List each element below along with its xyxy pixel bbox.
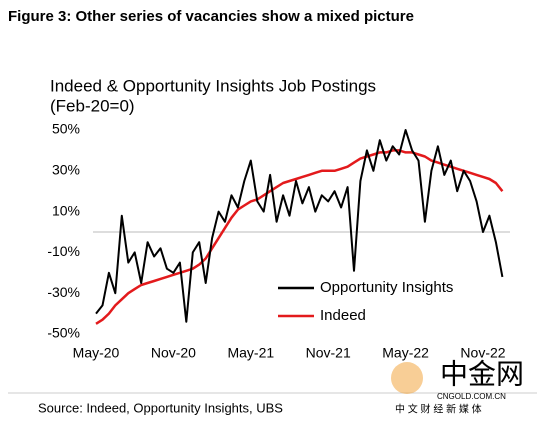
figure-title: Figure 3: Other series of vacancies show… xyxy=(8,8,414,25)
chart-subtitle: (Feb-20=0) xyxy=(50,96,135,115)
x-tick-label: Nov-21 xyxy=(306,345,351,361)
watermark-tagline: 中 文 财 经 新 媒 体 xyxy=(395,403,482,416)
x-tick-label: May-21 xyxy=(227,345,274,361)
y-tick-label: -50% xyxy=(47,325,80,341)
x-tick-label: May-20 xyxy=(73,345,120,361)
y-tick-label: 10% xyxy=(52,202,80,218)
legend-label: Indeed xyxy=(320,307,366,324)
y-tick-label: -30% xyxy=(47,284,80,300)
legend-label: Opportunity Insights xyxy=(320,279,453,296)
y-tick-label: 30% xyxy=(52,162,80,178)
x-tick-label: Nov-20 xyxy=(151,345,196,361)
x-tick-label: May-22 xyxy=(382,345,429,361)
watermark-brand: 中金网 xyxy=(440,358,524,389)
data-line xyxy=(95,149,504,325)
y-tick-label: -10% xyxy=(47,243,80,259)
chart-title: Indeed & Opportunity Insights Job Postin… xyxy=(50,76,376,95)
source-note: Source: Indeed, Opportunity Insights, UB… xyxy=(38,400,283,415)
data-line xyxy=(95,129,504,323)
watermark-logo xyxy=(391,362,423,394)
y-tick-label: 50% xyxy=(52,121,80,137)
watermark-url: CNGOLD.COM.CN xyxy=(437,392,506,401)
x-tick-label: Nov-22 xyxy=(460,345,505,361)
